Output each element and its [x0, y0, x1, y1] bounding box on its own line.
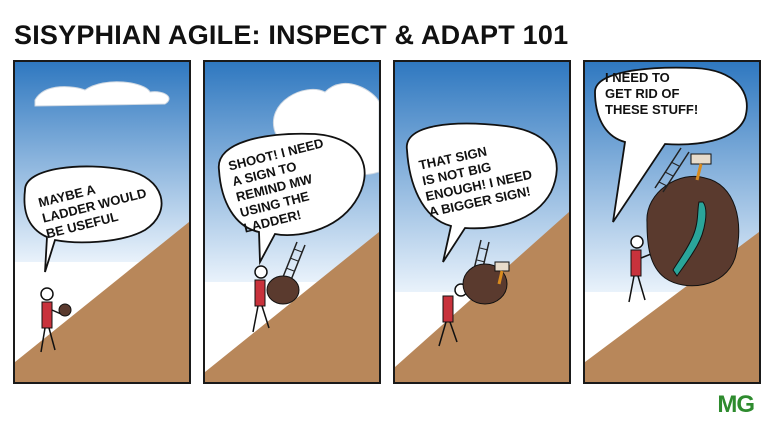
- comic-panel-3: THAT SIGN IS NOT BIG ENOUGH! I NEED A BIGGE…: [393, 60, 571, 384]
- panel-3-illustration: [395, 62, 569, 382]
- panel-4-illustration: [585, 62, 759, 382]
- hill: [205, 232, 379, 382]
- comic-panel-2: SHOOT! I NEED A SIGN TO REMIND MW USING THE…: [203, 60, 381, 384]
- speech-bubble: [594, 66, 748, 223]
- cloud: [34, 81, 170, 107]
- small-rock: [58, 303, 72, 317]
- speech-text: I NEED TO GET RID OF THESE STUFF!: [605, 70, 699, 117]
- panel-1-illustration: [15, 62, 189, 382]
- comic-panel-4: I NEED TO GET RID OF THESE STUFF!: [583, 60, 761, 384]
- sisyphus-figure: [628, 235, 652, 303]
- ladder: [282, 241, 306, 281]
- boulder: [266, 275, 300, 305]
- sisyphus-figure: [438, 283, 468, 347]
- comic-title: SISYPHIAN AGILE: INSPECT & ADAPT 101: [14, 20, 569, 50]
- ladder: [654, 147, 690, 193]
- big-boulder: [646, 175, 740, 287]
- speech-bubble: [23, 165, 163, 273]
- artist-signature: MG: [717, 391, 755, 418]
- boulder: [462, 263, 508, 305]
- panel-2-illustration: [205, 62, 379, 382]
- sisyphus-figure: [252, 265, 270, 333]
- small-sign: [690, 153, 712, 165]
- sisyphus-figure: [40, 287, 62, 353]
- speech-bubble: [406, 122, 558, 263]
- speech-bubble: [218, 132, 366, 266]
- comic-panel-1: MAYBE A LADDER WOULD BE USEFUL: [13, 60, 191, 384]
- big-sign: [672, 201, 707, 277]
- hill: [15, 222, 189, 382]
- small-sign: [494, 261, 510, 272]
